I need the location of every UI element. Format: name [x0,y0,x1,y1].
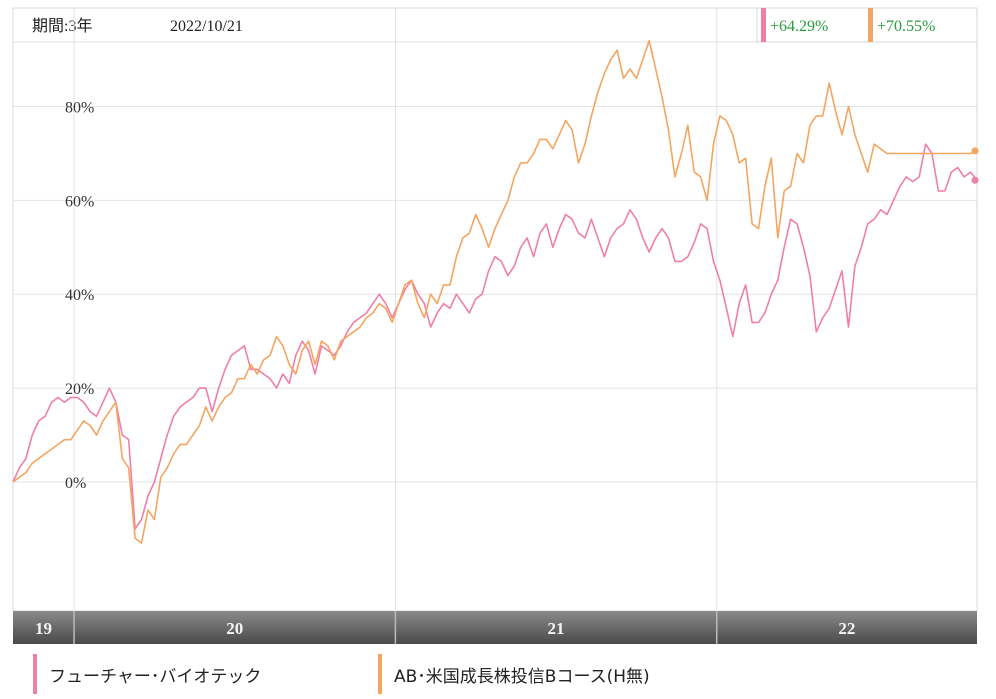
return-swatch-1 [761,8,766,42]
x-axis-labels: 19 20 21 22 [35,611,855,644]
legend-label-1: フューチャー･バイオテック [49,666,262,687]
series-line-1 [12,143,978,530]
grid-lines [13,8,977,611]
series-line-2 [12,40,978,544]
date-label: 2022/10/21 [170,18,243,35]
x-axis-strip [13,611,977,644]
period-label: 期間:3年 [32,17,92,35]
y-axis-labels: 0% 20% 40% 60% 80% [65,100,94,492]
y-tick-label: 80% [65,100,94,117]
legend-item-1: フューチャー･バイオテック [33,652,261,696]
returns-box: +64.29% +70.55% [756,7,978,43]
x-axis-label: 19 [35,619,52,638]
series-lines [12,40,979,544]
performance-chart: 期間:3年 2022/10/21 +64.29% +70.55% 0% 20% 40… [12,7,979,644]
x-axis-label: 20 [226,619,243,638]
x-axis-label: 22 [838,619,855,638]
legend-swatch-2 [378,654,382,694]
series-end-marker-2 [971,147,979,155]
legend-swatch-1 [33,654,37,694]
x-axis-label: 21 [548,619,565,638]
return-value-2: +70.55% [877,18,935,35]
returns-box-border [756,7,978,43]
return-value-1: +64.29% [770,18,828,35]
legend-label-2: AB･米国成長株投信Bコース(H無) [394,666,650,687]
y-tick-label: 60% [65,193,94,210]
series-end-marker-1 [971,176,979,184]
legend-item-2: AB･米国成長株投信Bコース(H無) [378,652,650,696]
y-tick-label: 0% [65,475,86,492]
y-tick-label: 20% [65,381,94,398]
plot-area [12,7,978,612]
return-swatch-2 [868,8,873,42]
y-tick-label: 40% [65,287,94,304]
